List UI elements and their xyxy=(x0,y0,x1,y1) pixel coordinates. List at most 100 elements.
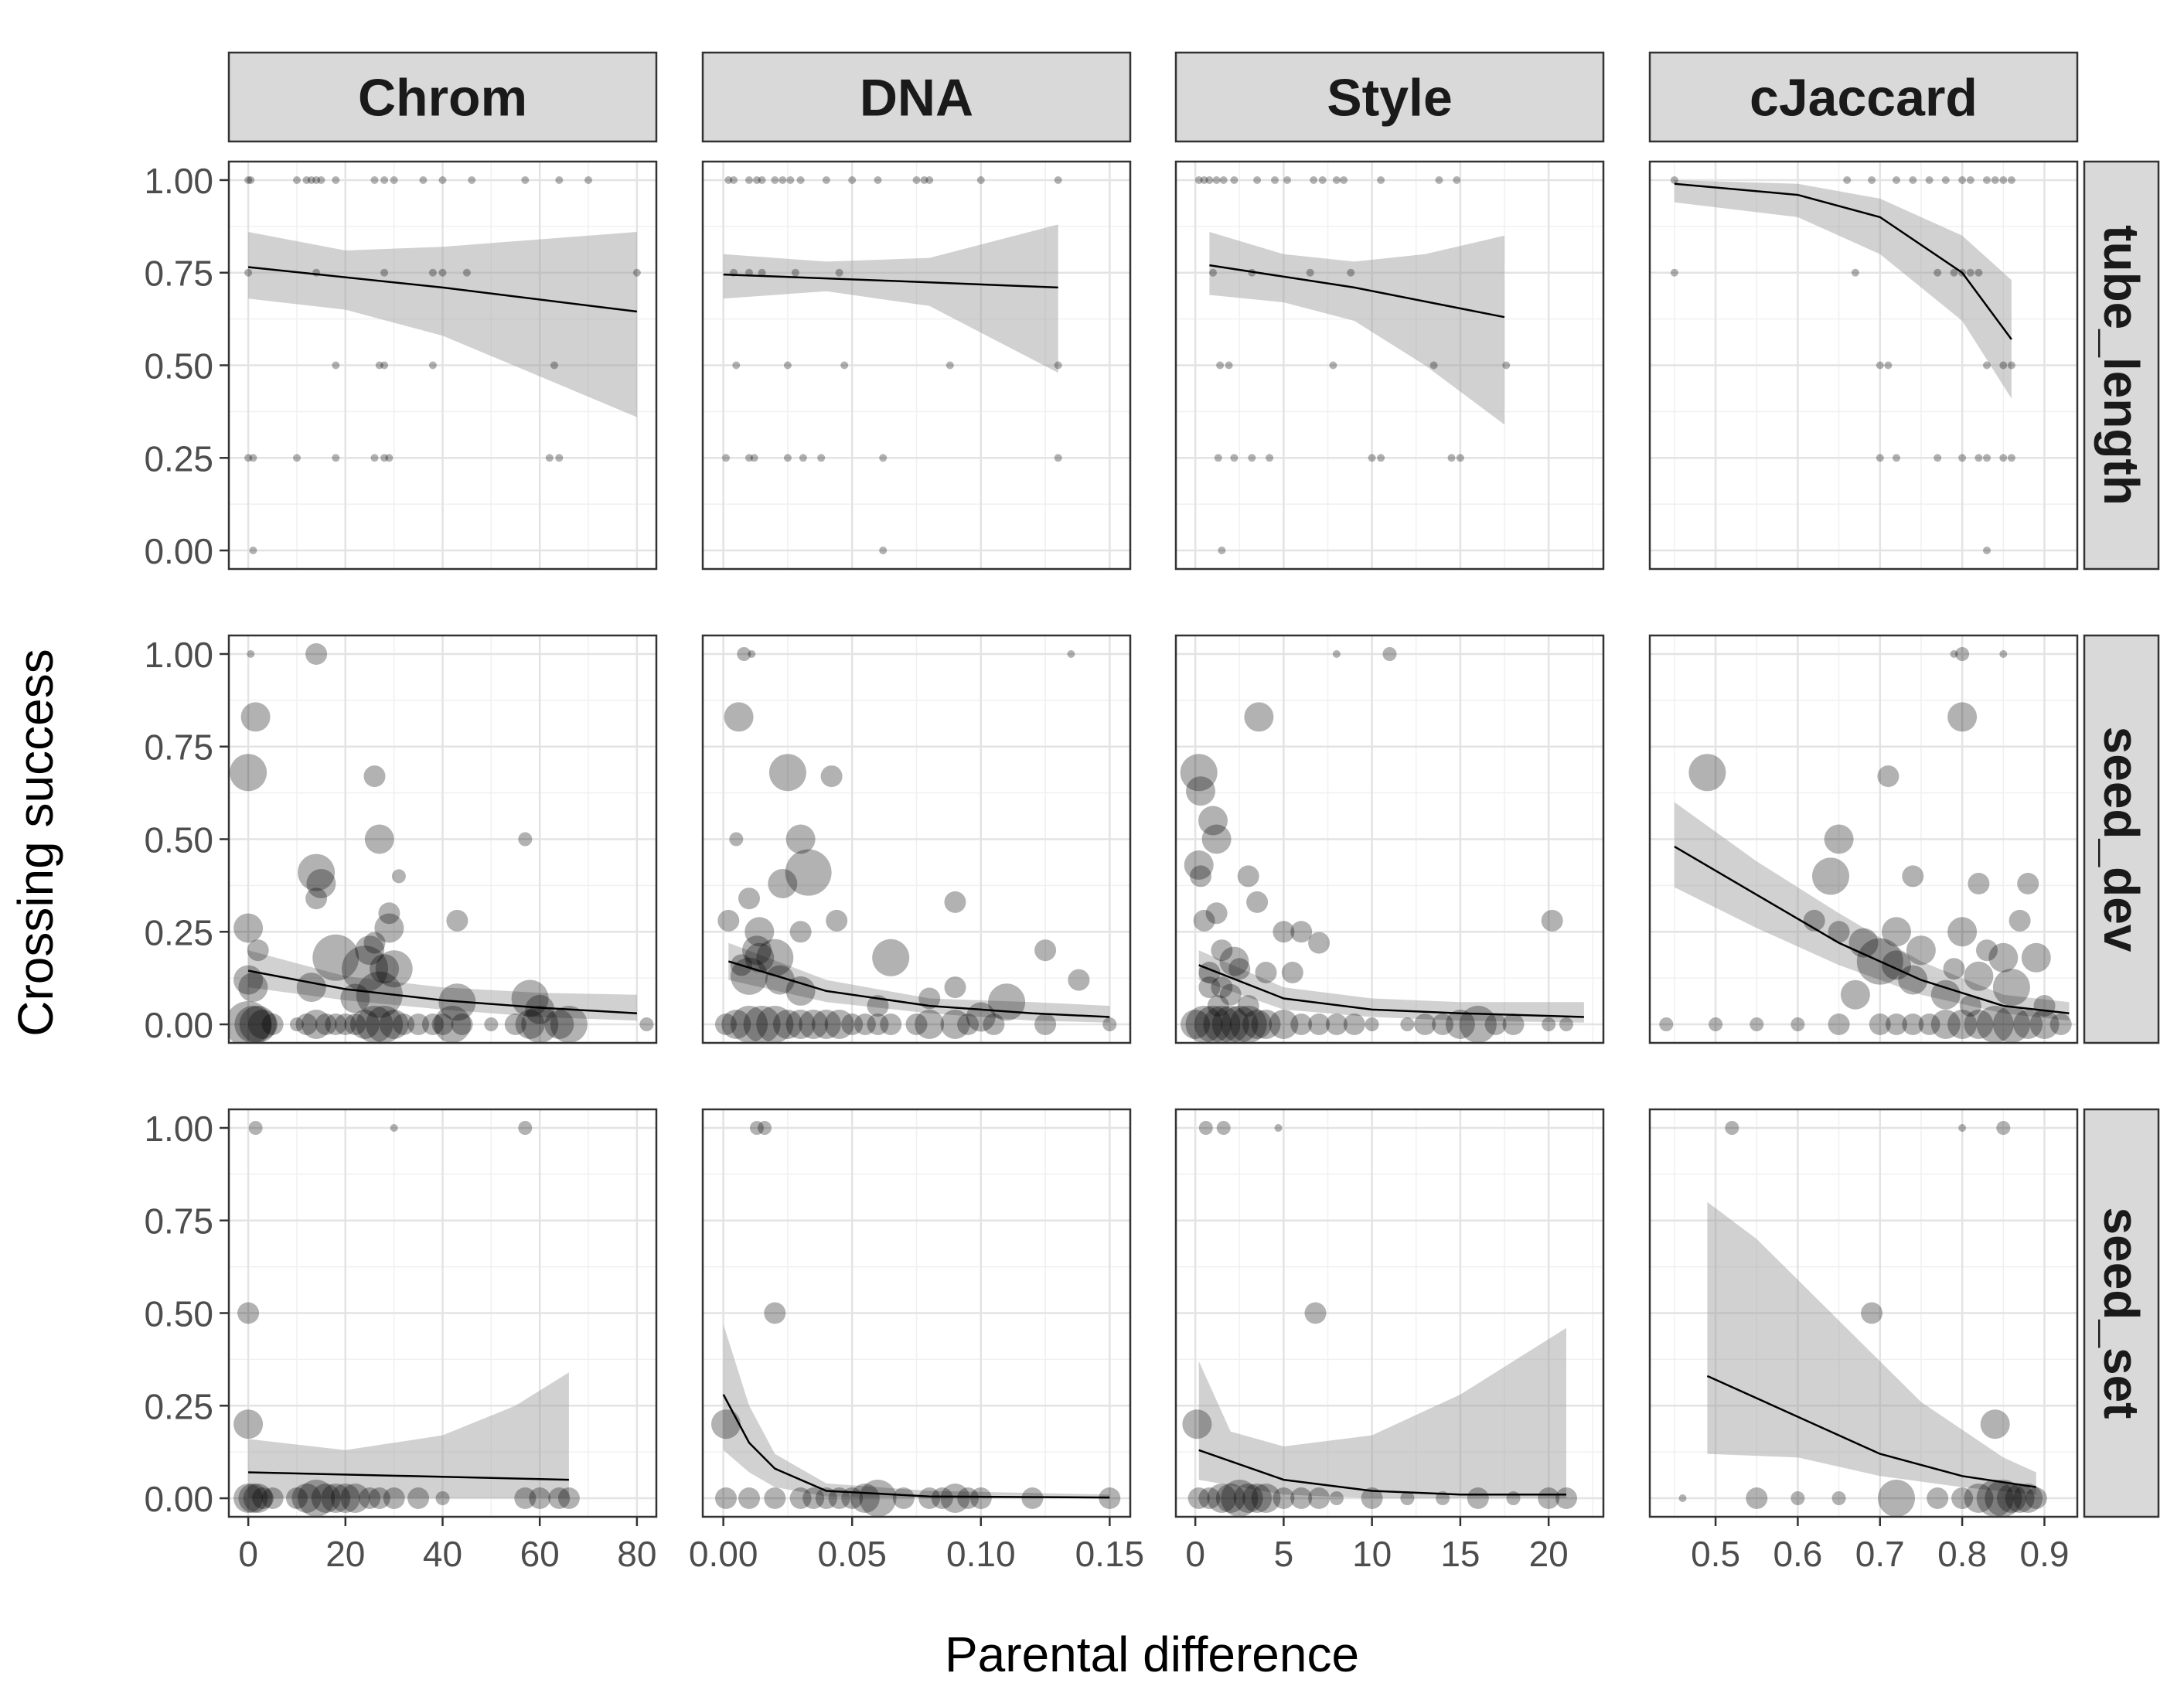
data-point xyxy=(944,891,966,913)
data-point xyxy=(944,976,966,999)
data-point xyxy=(817,454,826,462)
data-point xyxy=(330,1484,360,1513)
column-strip-1 xyxy=(701,51,1132,143)
data-point xyxy=(1868,176,1876,184)
data-point xyxy=(1502,1014,1525,1035)
y-tick-label: 0.50 xyxy=(144,820,213,860)
data-point xyxy=(785,849,832,896)
data-point xyxy=(1242,1484,1273,1513)
data-point xyxy=(783,454,792,462)
data-point xyxy=(1947,917,1978,947)
data-point xyxy=(745,176,753,184)
column-strip-label: Chrom xyxy=(358,69,527,128)
data-point xyxy=(1828,1014,1850,1035)
column-strip-3 xyxy=(1648,51,2079,143)
data-point xyxy=(2029,1010,2060,1039)
data-point xyxy=(1308,1487,1331,1509)
data-point xyxy=(291,1484,322,1513)
data-point xyxy=(1274,1124,1283,1132)
fit-line xyxy=(723,273,1058,289)
data-point xyxy=(1184,850,1214,880)
data-point xyxy=(820,765,843,788)
data-point xyxy=(1332,650,1341,658)
data-point xyxy=(391,869,406,884)
data-point xyxy=(724,702,754,732)
x-axis-title: Parental difference xyxy=(945,1627,1359,1682)
data-point xyxy=(768,754,806,792)
data-point xyxy=(1377,176,1385,184)
panel-plot-area xyxy=(1182,1121,1577,1517)
data-point xyxy=(1893,454,1900,462)
panel-plot-area xyxy=(1678,1121,2047,1517)
y-tick-label: 0.25 xyxy=(144,438,213,479)
data-point xyxy=(1959,995,1981,1017)
data-point xyxy=(785,1010,816,1039)
x-tick-label: 0 xyxy=(1185,1534,1205,1574)
data-point xyxy=(363,765,386,788)
panel-Style-seed_set xyxy=(1174,1108,1605,1518)
data-point xyxy=(1559,1017,1573,1031)
data-point xyxy=(238,973,268,1003)
data-point xyxy=(363,932,386,954)
data-point xyxy=(840,361,849,370)
data-point xyxy=(249,547,257,554)
data-point xyxy=(1205,176,1214,184)
data-point xyxy=(312,176,321,184)
x-tick-label: 0.6 xyxy=(1773,1534,1822,1574)
data-point xyxy=(2049,1014,2072,1035)
data-point xyxy=(796,176,805,184)
panel-border xyxy=(1648,634,2079,1044)
data-point xyxy=(1198,806,1228,836)
data-point xyxy=(529,1487,551,1509)
data-point xyxy=(743,1006,781,1043)
data-point xyxy=(1054,361,1062,370)
data-point xyxy=(305,887,328,910)
data-point xyxy=(729,832,744,847)
data-point xyxy=(312,934,359,981)
data-point xyxy=(1281,962,1303,983)
confidence-band xyxy=(1209,232,1504,425)
data-point xyxy=(744,942,775,973)
data-point xyxy=(1432,1014,1454,1035)
confidence-band xyxy=(728,942,1110,1023)
data-point xyxy=(1283,176,1291,184)
y-tick-label: 0.00 xyxy=(144,1005,213,1045)
data-point xyxy=(771,176,779,184)
data-point xyxy=(431,1014,454,1035)
data-point xyxy=(428,361,437,370)
x-tick-label: 0.7 xyxy=(1855,1534,1905,1574)
fit-line xyxy=(1198,964,1584,1018)
data-point xyxy=(1255,962,1277,983)
data-point xyxy=(1840,979,1870,1010)
data-point xyxy=(1877,765,1900,788)
data-point xyxy=(1186,776,1215,806)
data-point xyxy=(355,935,385,966)
data-point xyxy=(791,268,799,277)
data-point xyxy=(1251,1010,1281,1039)
data-point xyxy=(370,176,379,184)
y-tick-label: 0.25 xyxy=(144,912,213,952)
x-tick-label: 0.15 xyxy=(1075,1534,1145,1574)
x-tick-label: 60 xyxy=(520,1534,560,1574)
data-point xyxy=(1200,176,1208,184)
x-tick-label: 80 xyxy=(617,1534,656,1574)
data-point xyxy=(1400,1491,1415,1505)
panel-plot-area xyxy=(1194,176,1511,554)
data-point xyxy=(451,1014,473,1035)
data-point xyxy=(1211,976,1233,999)
data-point xyxy=(750,1121,764,1135)
data-point xyxy=(822,176,830,184)
data-point xyxy=(1884,361,1893,370)
data-point xyxy=(298,1480,336,1517)
data-point xyxy=(1951,1487,1974,1509)
data-point xyxy=(1941,176,1950,184)
data-point xyxy=(1181,1010,1211,1039)
data-point xyxy=(248,1010,278,1039)
data-point xyxy=(248,1121,263,1135)
data-point xyxy=(1992,1006,2030,1043)
data-point xyxy=(915,1010,945,1039)
data-point xyxy=(1659,1017,1674,1031)
data-point xyxy=(1947,1010,1978,1039)
data-point xyxy=(1538,1487,1560,1509)
data-point xyxy=(1221,1006,1259,1043)
